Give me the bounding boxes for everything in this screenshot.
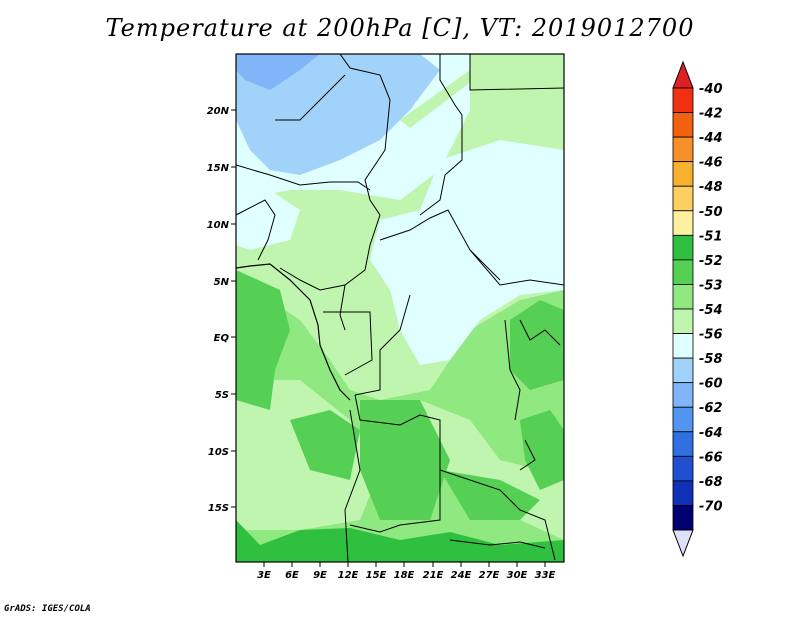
colorbar-segment (672, 505, 694, 531)
lon-label: 6E (285, 570, 299, 581)
colorbar-label: -44 (699, 131, 723, 146)
colorbar-segment (672, 382, 694, 408)
colorbar-segment (672, 112, 694, 138)
colorbar-segment (672, 234, 694, 261)
lat-label: 15S (208, 503, 229, 514)
lat-label: 15N (207, 163, 230, 174)
colorbar-segment (672, 480, 694, 506)
lon-label: 24E (451, 570, 472, 581)
colorbar-label: -50 (699, 205, 723, 220)
lat-label: 10S (208, 447, 229, 458)
map-frame (235, 53, 565, 563)
lon-label: 30E (507, 570, 528, 581)
colorbar-segment (672, 431, 694, 457)
colorbar-segment (672, 333, 694, 359)
lon-label: 12E (338, 570, 359, 581)
colorbar-label: -62 (699, 401, 723, 416)
colorbar-segment (672, 210, 694, 236)
latitude-labels: 20N 15N 10N 5N EQ 5S 10S 15S (207, 106, 230, 514)
colorbar-label: -60 (699, 377, 723, 392)
colorbar-bottom-arrow (672, 529, 694, 558)
latitude-ticks (231, 109, 236, 508)
lat-label: EQ (214, 333, 230, 344)
lon-label: 9E (313, 570, 327, 581)
colorbar-segment (672, 406, 694, 433)
temperature-field (236, 54, 564, 562)
lon-label: 21E (423, 570, 444, 581)
colorbar-label: -64 (699, 426, 723, 441)
lon-label: 15E (366, 570, 387, 581)
colorbar-segment (672, 455, 694, 482)
colorbar-label: -42 (699, 107, 723, 122)
country-borders (236, 54, 564, 562)
colorbar-segment (672, 185, 694, 212)
colorbar: -40 -42 -44 -46 -48 -50 -51 -52 -53 -54 -56 -58 -60 -… (672, 60, 723, 558)
colorbar-segment (672, 136, 694, 163)
colorbar-label: -68 (699, 475, 723, 490)
longitude-labels: 3E 6E 9E 12E 15E 18E 21E 24E 27E 30E 33E (257, 570, 555, 581)
grads-credit: GrADS: IGES/COLA (4, 604, 91, 614)
colorbar-label: -56 (699, 328, 723, 343)
colorbar-label: -58 (699, 352, 723, 367)
colorbar-label: -40 (699, 82, 723, 97)
colorbar-segment (672, 259, 694, 285)
colorbar-label: -70 (699, 499, 723, 514)
colorbar-label: -48 (699, 180, 723, 195)
colorbar-label: -51 (699, 229, 723, 244)
lon-label: 33E (535, 570, 556, 581)
lat-label: 5N (214, 277, 230, 288)
colorbar-segment (672, 161, 694, 187)
colorbar-segment (672, 284, 694, 310)
colorbar-label: -54 (699, 303, 723, 318)
colorbar-label: -46 (699, 156, 723, 171)
lon-label: 18E (394, 570, 415, 581)
colorbar-label: -53 (699, 278, 723, 293)
colorbar-label: -66 (699, 450, 723, 465)
lat-label: 10N (207, 220, 230, 231)
map-title: Temperature at 200hPa [C], VT: 201901270… (105, 14, 695, 42)
lat-label: 5S (215, 390, 229, 401)
colorbar-segment (672, 87, 694, 113)
lon-label: 3E (257, 570, 271, 581)
colorbar-label: -52 (699, 254, 723, 269)
longitude-ticks (263, 562, 546, 567)
colorbar-top-arrow (672, 60, 694, 89)
coastline (236, 263, 351, 401)
lon-label: 27E (479, 570, 500, 581)
colorbar-segment (672, 308, 694, 334)
colorbar-segment (672, 357, 694, 384)
lat-label: 20N (207, 106, 230, 117)
